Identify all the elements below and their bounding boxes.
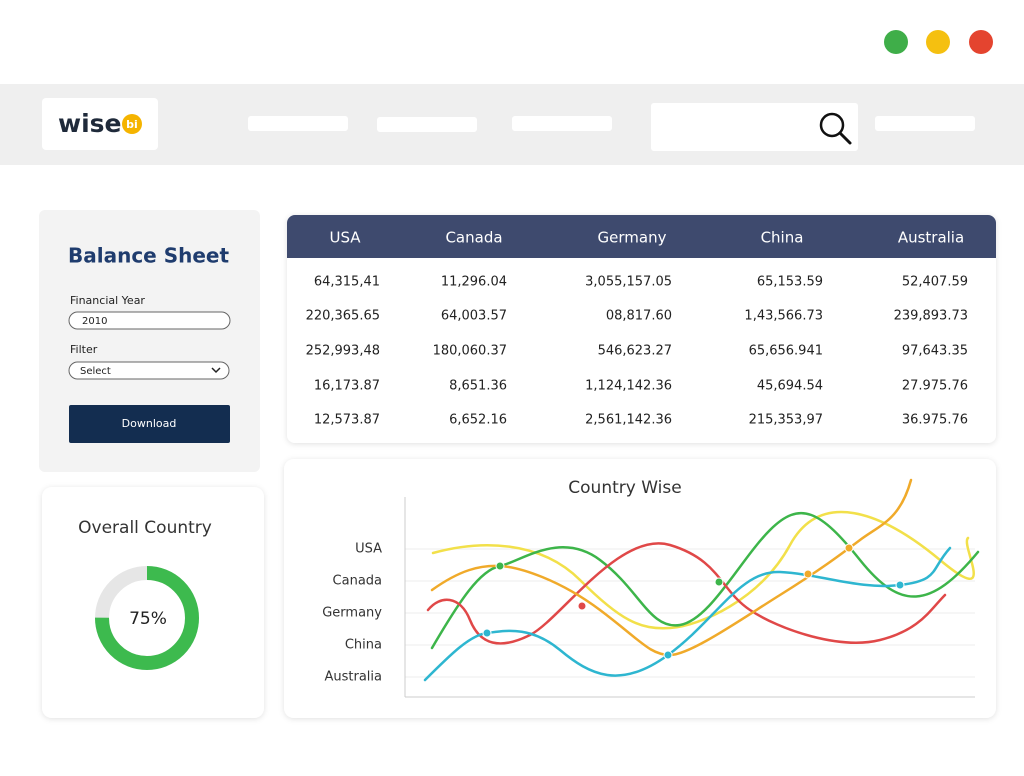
year-value: 2010 (82, 316, 107, 327)
table-cell: 36.975.76 (902, 413, 968, 428)
nav-item[interactable] (377, 117, 477, 132)
field-label: Financial Year (70, 294, 145, 307)
logo-word: wise (58, 109, 122, 138)
curve-dot (714, 577, 724, 587)
table-cell: 215,353,97 (749, 413, 823, 428)
table-cell: 97,643.35 (902, 344, 968, 359)
table-cell: 6,652.16 (449, 413, 507, 428)
curve (426, 542, 947, 645)
donut-card (42, 487, 264, 718)
table-cell: 3,055,157.05 (585, 275, 672, 290)
search-icon[interactable] (819, 112, 845, 138)
table-cell: 2,561,142.36 (585, 413, 672, 428)
table-cell: 220,365.65 (306, 309, 380, 324)
nav-item[interactable] (875, 116, 975, 131)
table-cell: 546,623.27 (598, 344, 672, 359)
column-header: Canada (445, 229, 502, 247)
filter-select[interactable] (68, 361, 230, 380)
logo-badge (122, 114, 142, 134)
download-button[interactable] (69, 405, 230, 443)
axis-label: Australia (324, 670, 382, 685)
curve-dot (803, 569, 813, 579)
window-dot[interactable] (969, 30, 993, 54)
table-cell: 45,694.54 (757, 379, 823, 394)
download-label: Download (122, 417, 177, 430)
curve-dot (844, 543, 854, 553)
table-card (287, 215, 996, 443)
logo-badge-text: bi (126, 118, 138, 131)
table-cell: 1,124,142.36 (585, 379, 672, 394)
table-cell: 65,153.59 (757, 275, 823, 290)
search-icon-handle (838, 131, 852, 145)
sidebar-title: Balance Sheet (68, 244, 229, 268)
table-cell: 180,060.37 (433, 344, 507, 359)
curve-dot (577, 601, 587, 611)
table-cell: 65,656.941 (749, 344, 823, 359)
axis-label: Canada (333, 574, 382, 589)
column-header: Australia (898, 229, 964, 247)
donut-title: Overall Country (78, 518, 212, 538)
line-card (284, 459, 996, 718)
curve-dot (895, 580, 905, 590)
table-cell: 239,893.73 (894, 309, 968, 324)
axis-label: Germany (322, 606, 382, 621)
year-input[interactable] (68, 311, 231, 330)
table-cell: 1,43,566.73 (744, 309, 823, 324)
table-cell: 252,993,48 (306, 344, 380, 359)
table-cell: 27.975.76 (902, 379, 968, 394)
table-cell: 52,407.59 (902, 275, 968, 290)
curve-dot (663, 650, 673, 660)
donut-label: 75% (129, 609, 167, 629)
search-box[interactable] (651, 103, 858, 151)
table-cell: 11,296.04 (441, 275, 507, 290)
table-cell: 8,651.36 (449, 379, 507, 394)
column-header: Germany (598, 229, 667, 247)
axis-label: USA (355, 542, 382, 557)
curve-dot (482, 628, 492, 638)
table-header (287, 215, 996, 258)
table-cell: 16,173.87 (314, 379, 380, 394)
column-header: USA (329, 229, 361, 247)
axis-label: China (345, 638, 382, 653)
line-title: Country Wise (568, 478, 681, 498)
nav-item[interactable] (248, 116, 348, 131)
curve-dot (495, 561, 505, 571)
logo-box[interactable] (42, 98, 158, 150)
window-dot[interactable] (884, 30, 908, 54)
table-cell: 64,315,41 (314, 275, 380, 290)
donut-arc (95, 566, 199, 670)
table-cell: 64,003.57 (441, 309, 507, 324)
table-cell: 12,573.87 (314, 413, 380, 428)
table-cell: 08,817.60 (606, 309, 672, 324)
column-header: China (761, 229, 804, 247)
curve (431, 510, 975, 630)
chevron (211, 367, 221, 374)
nav-item[interactable] (512, 116, 612, 131)
field-label: Filter (70, 343, 98, 356)
filter-value: Select (80, 366, 111, 377)
window-dot[interactable] (926, 30, 950, 54)
